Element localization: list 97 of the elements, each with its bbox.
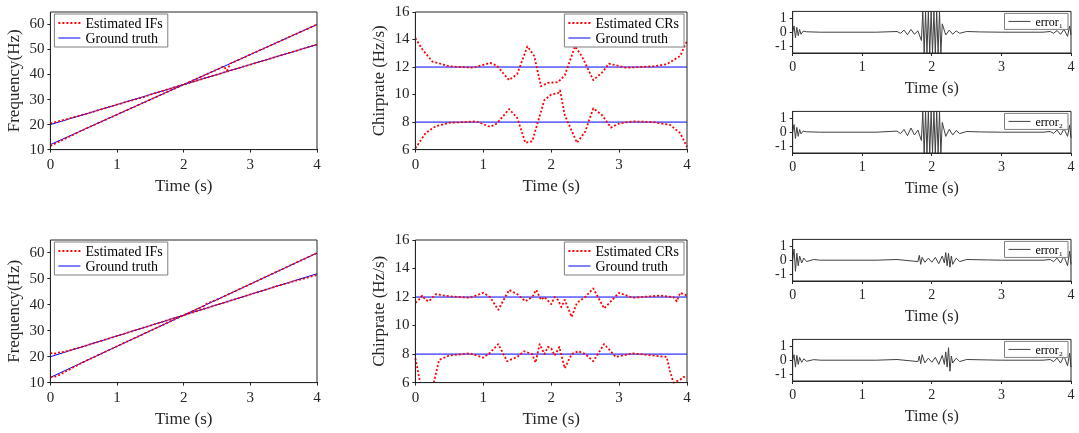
x-tick-label: 0: [789, 159, 797, 175]
x-tick-label: 3: [246, 155, 255, 172]
line-series: [414, 287, 688, 318]
legend-label: Estimated CRs: [595, 243, 680, 259]
y-axis-title: Frequency(Hz): [3, 29, 23, 133]
y-tick-label: 1: [779, 238, 787, 254]
y-tick-label: 30: [29, 90, 45, 107]
legend-label: Estimated IFs: [85, 15, 163, 31]
x-tick-label: 3: [615, 155, 623, 172]
x-tick-label: 0: [789, 59, 797, 75]
x-tick-label: 4: [1067, 387, 1075, 403]
y-tick-label: 6: [401, 373, 410, 390]
y-tick-label: 60: [29, 15, 45, 32]
x-tick-label: 3: [997, 159, 1005, 175]
x-tick-label: 3: [246, 388, 255, 405]
x-tick-label: 3: [615, 388, 623, 405]
x-axis-title: Time (s): [904, 178, 959, 197]
y-tick-label: 16: [394, 230, 410, 247]
x-axis-title: Time (s): [904, 78, 959, 97]
y-tick-label: 10: [29, 373, 45, 390]
y-tick-label: 6: [401, 140, 410, 157]
y-tick-label: 40: [29, 295, 45, 312]
x-tick-label: 4: [1067, 287, 1075, 303]
x-tick-label: 3: [997, 287, 1005, 303]
y-tick-label: 0: [779, 23, 787, 39]
y-tick-label: 10: [29, 140, 45, 157]
x-tick-label: 1: [479, 388, 488, 405]
y-tick-label: 12: [394, 57, 410, 74]
x-tick-label: 0: [789, 287, 797, 303]
x-tick-label: 3: [997, 59, 1005, 75]
y-tick-label: 1: [779, 10, 787, 26]
y-tick-label: 10: [394, 316, 410, 333]
y-axis-title: Frequency(Hz): [3, 259, 23, 363]
x-tick-label: 1: [858, 159, 866, 175]
y-tick-label: 20: [29, 115, 45, 132]
legend-label: Estimated IFs: [85, 243, 163, 259]
x-axis-title: Time (s): [904, 306, 959, 325]
x-tick-label: 2: [179, 155, 188, 172]
legend-label: error₁: [1035, 242, 1063, 257]
y-tick-label: 0: [779, 351, 787, 367]
x-tick-label: 4: [683, 388, 692, 405]
x-tick-label: 4: [1067, 159, 1075, 175]
x-tick-label: 3: [997, 387, 1005, 403]
y-tick-label: 50: [29, 40, 45, 57]
x-tick-label: 4: [1067, 59, 1075, 75]
x-tick-label: 4: [313, 155, 322, 172]
x-tick-label: 1: [858, 387, 866, 403]
y-tick-label: 30: [29, 321, 45, 338]
y-tick-label: 16: [394, 2, 410, 19]
x-tick-label: 2: [179, 388, 188, 405]
legend-label: error₂: [1035, 114, 1063, 129]
x-tick-label: 1: [858, 287, 866, 303]
y-tick-label: -1: [774, 365, 787, 381]
y-tick-label: -1: [774, 37, 787, 53]
legend-label: Ground truth: [85, 258, 159, 274]
x-tick-label: 2: [928, 287, 936, 303]
y-tick-label: 0: [779, 251, 787, 267]
x-tick-label: 1: [113, 388, 121, 405]
x-tick-label: 0: [789, 387, 797, 403]
x-tick-label: 2: [547, 155, 555, 172]
x-axis-title: Time (s): [522, 409, 580, 429]
y-tick-label: 1: [779, 110, 787, 126]
y-tick-label: 14: [394, 259, 410, 276]
y-tick-label: 60: [29, 243, 45, 260]
y-tick-label: 10: [394, 85, 410, 102]
x-tick-label: 2: [928, 387, 936, 403]
y-tick-label: 8: [401, 113, 410, 130]
x-tick-label: 2: [547, 388, 555, 405]
x-tick-label: 4: [683, 155, 692, 172]
y-axis-title: Chirprate (Hz/s): [368, 255, 388, 367]
x-tick-label: 1: [479, 155, 488, 172]
legend-label: error₁: [1035, 14, 1063, 29]
x-axis-title: Time (s): [154, 409, 213, 429]
y-axis-title: Chirprate (Hz/s): [368, 25, 388, 137]
x-tick-label: 2: [928, 59, 936, 75]
y-tick-label: 50: [29, 269, 45, 286]
x-axis-title: Time (s): [904, 406, 959, 425]
y-tick-label: 1: [779, 338, 787, 354]
legend-label: Estimated CRs: [595, 15, 680, 31]
legend-label: Ground truth: [595, 258, 669, 274]
x-axis-title: Time (s): [154, 176, 213, 196]
x-tick-label: 2: [928, 159, 936, 175]
y-tick-label: 12: [394, 287, 410, 304]
x-tick-label: 1: [858, 59, 866, 75]
legend-label: error₂: [1035, 342, 1063, 357]
y-tick-label: 8: [401, 345, 410, 362]
y-tick-label: -1: [774, 137, 787, 153]
legend-label: Ground truth: [85, 30, 159, 46]
x-tick-label: 1: [113, 155, 121, 172]
y-tick-label: 0: [779, 123, 787, 139]
y-tick-label: -1: [774, 265, 787, 281]
x-axis-title: Time (s): [522, 176, 580, 196]
y-tick-label: 20: [29, 347, 45, 364]
y-tick-label: 14: [394, 30, 410, 47]
y-tick-label: 40: [29, 65, 45, 82]
x-tick-label: 4: [313, 388, 322, 405]
legend-label: Ground truth: [595, 30, 669, 46]
